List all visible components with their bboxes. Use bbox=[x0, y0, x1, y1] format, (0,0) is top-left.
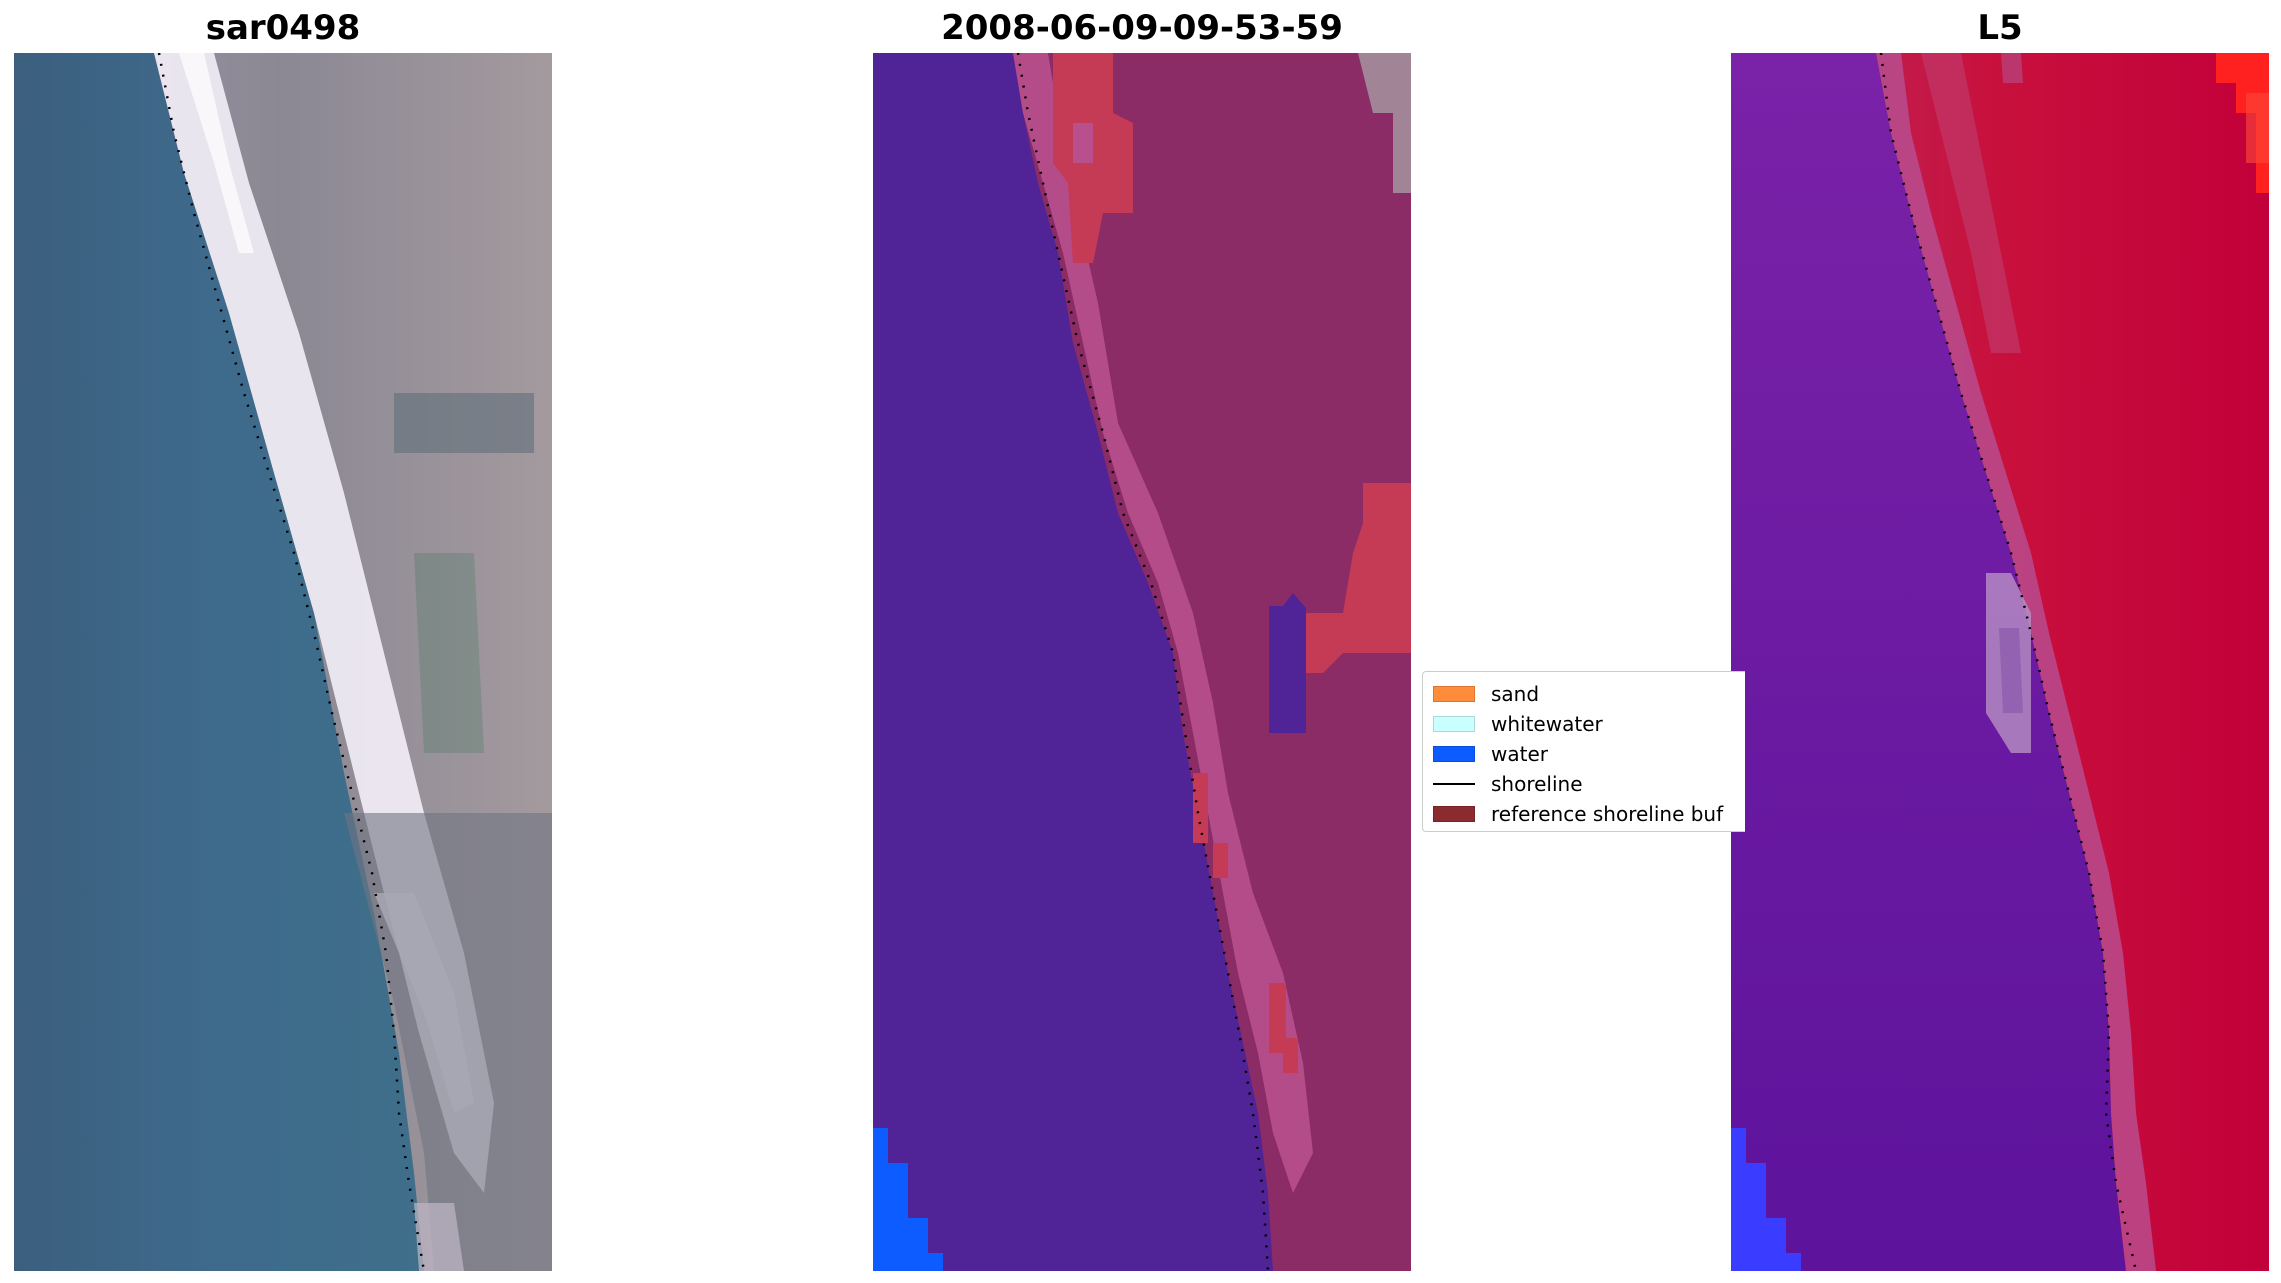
legend-label: sand bbox=[1491, 682, 1540, 706]
class-inland-water bbox=[1269, 593, 1306, 733]
l5-index-image bbox=[1731, 53, 2269, 1271]
rgb-image bbox=[14, 53, 552, 1271]
l5-water-area bbox=[1731, 53, 2126, 1271]
l5-water-blue bbox=[1731, 1128, 1801, 1271]
shoreline bbox=[1879, 53, 2138, 1271]
panel-title-left: sar0498 bbox=[205, 8, 361, 48]
legend-swatch-water bbox=[1433, 746, 1475, 762]
legend-swatch-reference-buffer bbox=[1433, 806, 1475, 822]
legend: sand whitewater water shoreline referenc… bbox=[1422, 671, 1745, 832]
legend-label: water bbox=[1491, 742, 1548, 766]
legend-label: reference shoreline buf bbox=[1491, 802, 1724, 826]
classification-panel bbox=[873, 53, 1411, 1271]
legend-item-water: water bbox=[1433, 740, 1548, 768]
legend-swatch-sand bbox=[1433, 686, 1475, 702]
rgb-image-panel bbox=[14, 53, 552, 1271]
l5-index-panel bbox=[1731, 53, 2269, 1271]
class-buffer-band bbox=[1013, 53, 1313, 1193]
legend-label: shoreline bbox=[1491, 772, 1583, 796]
legend-line-shoreline bbox=[1433, 783, 1475, 785]
panel-title-right: L5 bbox=[1977, 8, 2023, 48]
ocean-area bbox=[14, 53, 424, 1271]
classification-image bbox=[873, 53, 1411, 1271]
legend-label: whitewater bbox=[1491, 712, 1603, 736]
shoreline bbox=[157, 53, 426, 1271]
legend-item-whitewater: whitewater bbox=[1433, 710, 1603, 738]
legend-item-shoreline: shoreline bbox=[1433, 770, 1583, 798]
legend-swatch-whitewater bbox=[1433, 716, 1475, 732]
class-water-blue bbox=[873, 1128, 943, 1271]
panel-title-middle: 2008-06-09-09-53-59 bbox=[941, 8, 1343, 48]
legend-item-reference-buffer: reference shoreline buf bbox=[1433, 800, 1723, 828]
class-water-area bbox=[873, 53, 1273, 1271]
legend-item-sand: sand bbox=[1433, 680, 1539, 708]
